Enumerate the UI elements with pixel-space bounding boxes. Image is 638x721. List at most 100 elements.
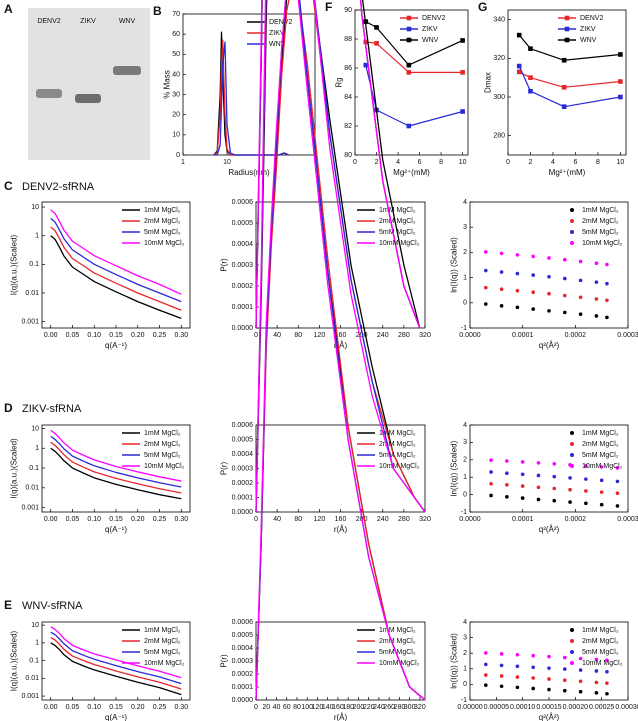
lane-label: ZIKV	[80, 18, 96, 25]
point	[599, 502, 604, 507]
x-tick-label: 260	[383, 704, 395, 711]
legend-label: WNV	[580, 37, 597, 44]
y-tick-label: 82	[344, 123, 352, 130]
legend-label: DENV2	[422, 15, 445, 22]
y-axis-title: Rg	[334, 77, 343, 87]
y-tick-label: 0.0003	[232, 262, 254, 269]
x-axis-title: r(Å)	[334, 713, 348, 721]
x-tick-label: 200	[353, 704, 365, 711]
legend-swatch	[570, 661, 574, 665]
x-tick-label: 4	[551, 159, 555, 166]
series-line	[50, 209, 182, 295]
x-axis-title: r(Å)	[334, 341, 348, 350]
x-tick-label: 0.00005	[484, 704, 509, 711]
y-tick-label: 1	[35, 640, 39, 647]
legend-label: 5mM MgCl₂	[379, 229, 416, 236]
legend-swatch	[570, 431, 574, 435]
y-tick-label: 0.001	[21, 318, 39, 325]
x-tick-label: 120	[312, 704, 324, 711]
y-tick-label: 0.01	[25, 675, 39, 682]
point	[563, 678, 567, 682]
x-axis-title: r(Å)	[334, 525, 348, 534]
x-tick-label: 2	[375, 159, 379, 166]
legend-label: 10mM MgCl₂	[582, 463, 623, 470]
row-title: ZIKV-sfRNA	[22, 403, 82, 415]
x-tick-label: 0.20	[131, 332, 145, 339]
x-tick-label: 0.00	[44, 704, 58, 711]
legend-swatch	[570, 628, 574, 632]
point	[594, 657, 599, 662]
y-tick-label: 0.0005	[232, 436, 254, 443]
x-tick-label: 0.10	[87, 704, 101, 711]
point	[615, 466, 620, 470]
x-tick-label: 8	[439, 159, 443, 166]
legend-label: 1mM MgCl₂	[379, 627, 416, 634]
legend-label: 5mM MgCl₂	[582, 452, 619, 459]
point	[563, 310, 567, 315]
plot-frame	[469, 201, 629, 329]
x-tick-label: 2	[529, 159, 533, 166]
point	[605, 669, 609, 674]
x-tick-label: 0.00025	[589, 704, 614, 711]
point	[515, 305, 520, 310]
legend-label: 5mM MgCl₂	[379, 452, 416, 459]
x-tick-label: 0.25	[153, 516, 167, 523]
x-tick-label: 1	[181, 159, 185, 166]
y-tick-label: 0	[176, 152, 180, 159]
y-tick-label: 4	[463, 619, 467, 626]
x-tick-label: 200	[356, 332, 368, 339]
legend-label: 10mM MgCl₂	[582, 240, 623, 247]
legend-label: ZIKV	[269, 30, 285, 37]
point	[563, 688, 567, 693]
x-tick-label: 0.10	[87, 516, 101, 523]
y-tick-label: 0.0003	[232, 465, 254, 472]
x-axis-title: q(A⁻¹)	[105, 525, 127, 534]
series-line	[365, 21, 463, 66]
y-tick-label: 90	[344, 7, 352, 14]
x-tick-label: 0	[254, 704, 258, 711]
series-line	[255, 0, 421, 329]
point	[563, 655, 567, 660]
x-tick-label: 6	[573, 159, 577, 166]
point	[563, 276, 567, 281]
point	[584, 501, 588, 506]
x-tick-label: 160	[335, 332, 347, 339]
x-tick-label: 40	[273, 516, 281, 523]
x-tick-label: 0.05	[66, 704, 80, 711]
legend-swatch	[570, 639, 574, 643]
legend-label: 10mM MgCl₂	[144, 660, 185, 667]
series-line	[213, 41, 289, 156]
panel-label: D	[4, 401, 13, 415]
y-tick-label: 84	[344, 94, 352, 101]
x-tick-label: 300	[404, 704, 416, 711]
point	[594, 691, 599, 695]
point	[484, 673, 488, 677]
point	[484, 662, 488, 667]
x-tick-label: 40	[273, 332, 281, 339]
y-axis-title: ln(I(q)) (Scaled)	[449, 440, 458, 496]
x-tick-label: 10	[459, 159, 467, 166]
legend-swatch	[570, 453, 574, 457]
point	[615, 479, 620, 484]
point	[605, 315, 609, 320]
point	[594, 669, 599, 673]
x-tick-label: 0.10	[87, 332, 101, 339]
legend-label: 1mM MgCl₂	[582, 627, 619, 634]
legend-label: 2mM MgCl₂	[582, 638, 619, 645]
legend-swatch	[570, 650, 574, 654]
plot-frame	[469, 424, 629, 513]
y-tick-label: 0.0004	[232, 645, 254, 652]
series-line	[50, 631, 182, 685]
legend-label: 10mM MgCl₂	[379, 463, 420, 470]
x-tick-label: 40	[273, 704, 281, 711]
point	[605, 298, 609, 303]
point	[594, 297, 599, 301]
legend-label: 2mM MgCl₂	[379, 218, 416, 225]
marker	[406, 123, 412, 129]
point	[594, 261, 599, 266]
point	[552, 498, 557, 503]
legend-label: WNV	[269, 41, 286, 48]
y-tick-label: 1	[35, 445, 39, 452]
point	[515, 652, 520, 657]
